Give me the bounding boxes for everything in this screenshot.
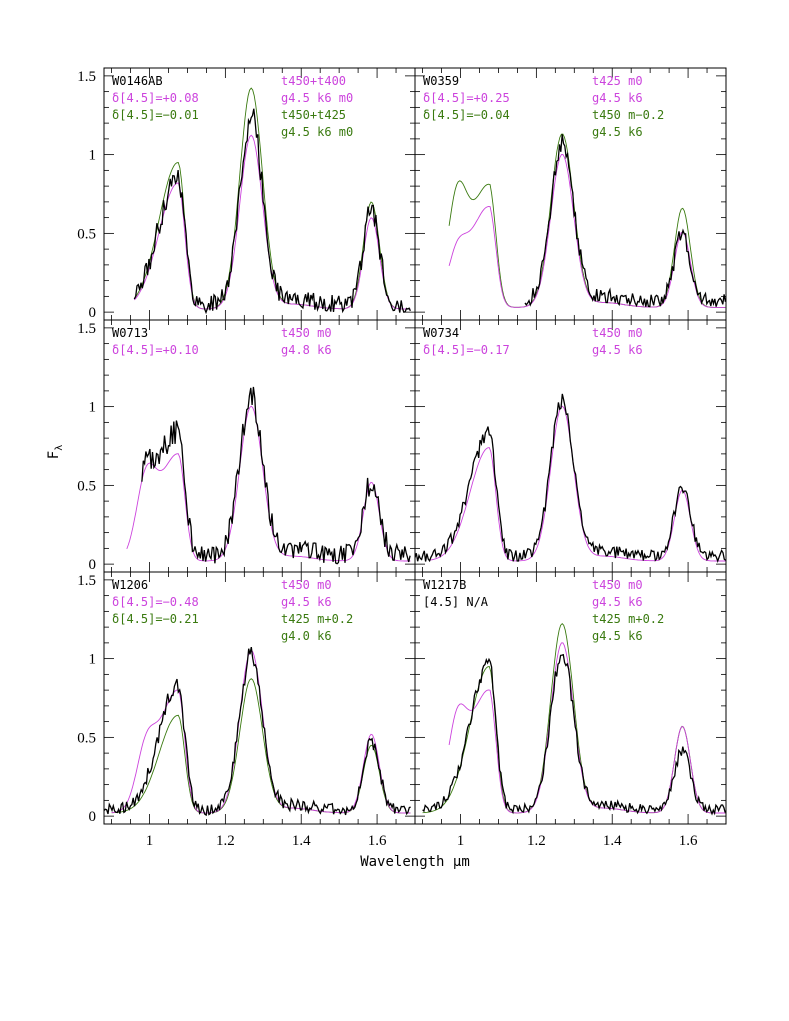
series-group xyxy=(448,133,726,308)
y-tick-label: 0.5 xyxy=(77,478,96,494)
y-tick-label: 1.5 xyxy=(77,69,96,85)
panel-label-left: δ[4.5]=+0.25 xyxy=(423,91,510,105)
x-tick-label: 1.6 xyxy=(368,833,387,849)
panel-label-right: g4.5 k6 m0 xyxy=(281,125,353,139)
panel-label-left: δ[4.5]=+0.08 xyxy=(112,91,199,105)
y-tick-label: 0.5 xyxy=(77,730,96,746)
panel-label-right: g4.5 k6 xyxy=(592,343,643,357)
panel-frame xyxy=(414,67,727,321)
panel-label-left: W0146AB xyxy=(112,74,163,88)
x-tick-label: 1.2 xyxy=(527,833,546,849)
x-tick-label: 1.4 xyxy=(603,833,622,849)
y-axis-title-sub: λ xyxy=(54,445,65,451)
panel-label-right: t425 m0 xyxy=(592,74,643,88)
series-group xyxy=(422,622,726,816)
series-line-observed xyxy=(104,646,411,817)
panel-label-left: δ[4.5]=−0.01 xyxy=(112,108,199,122)
panel-w0713: 0 0.5 1 1.5 W0713 δ[4.5]=+0.10 t450 m0 g4.8 k6 xyxy=(77,319,416,573)
x-tick-label: 1.2 xyxy=(216,833,235,849)
y-tick-label: 1.5 xyxy=(77,321,96,337)
panel-label-right: t425 m+0.2 xyxy=(592,612,664,626)
x-tick-label: 1.6 xyxy=(679,833,698,849)
panel-label-right: t450 m0 xyxy=(592,326,643,340)
panel-label-left: δ[4.5]=−0.04 xyxy=(423,108,510,122)
panel-w0359: W0359 δ[4.5]=+0.25 δ[4.5]=−0.04 t425 m0 g4.5… xyxy=(414,67,727,321)
panel-label-right: g4.5 k6 xyxy=(592,629,643,643)
y-axis-title: Fλ xyxy=(46,445,65,459)
y-tick-label: 0 xyxy=(89,809,97,825)
panel-grid: 0 0.5 1 1.5 W0146AB δ[4.5]=+0.08 δ[4.5]=−0.01 t… xyxy=(77,67,727,849)
y-tick-label: 1 xyxy=(89,148,97,164)
panel-label-right: g4.5 k6 m0 xyxy=(281,91,353,105)
series-line-observed xyxy=(133,108,411,315)
series-group xyxy=(126,386,411,565)
panel-label-left: δ[4.5]=−0.17 xyxy=(423,343,510,357)
panel-frame xyxy=(103,67,416,321)
panel-label-left: W1206 xyxy=(112,578,148,592)
series-group xyxy=(104,646,411,817)
panel-label-right: g4.0 k6 xyxy=(281,629,332,643)
panel-label-right: t450+t400 xyxy=(281,74,346,88)
panel-label-left: δ[4.5]=+0.10 xyxy=(112,343,199,357)
y-tick-label: 0.5 xyxy=(77,226,96,242)
panel-w0734: W0734 δ[4.5]=−0.17 t450 m0 g4.5 k6 xyxy=(414,319,727,573)
panel-w0146ab: 0 0.5 1 1.5 W0146AB δ[4.5]=+0.08 δ[4.5]=−0.01 t… xyxy=(77,67,416,321)
panel-label-right: g4.5 k6 xyxy=(592,595,643,609)
x-tick-label: 1 xyxy=(146,833,154,849)
panel-label-right: g4.5 k6 xyxy=(281,595,332,609)
y-tick-label: 1 xyxy=(89,400,97,416)
panel-w1206: 0 0.5 1 1.5 1 1.2 1.4 1.6 W1206 δ[4.5]=−0.48 δ[4.5… xyxy=(77,571,416,849)
x-tick-label: 1.4 xyxy=(292,833,311,849)
y-axis-title-main: F xyxy=(46,451,62,459)
series-line-model1 xyxy=(430,405,726,562)
panel-label-right: t450 m0 xyxy=(281,326,332,340)
series-line-observed xyxy=(415,393,726,563)
panel-label-right: t450 m0 xyxy=(281,578,332,592)
panel-label-right: t450+t425 xyxy=(281,108,346,122)
panel-label-right: g4.5 k6 xyxy=(592,91,643,105)
y-tick-label: 0 xyxy=(89,305,97,321)
x-tick-label: 1 xyxy=(457,833,465,849)
series-line-model1 xyxy=(448,642,726,814)
series-line-model1 xyxy=(111,649,411,814)
panel-w1217b: 1 1.2 1.4 1.6 W1217B [4.5] N/A t450 m0 g4.5 k6 t… xyxy=(414,571,727,849)
x-axis-title: Wavelength μm xyxy=(360,854,470,870)
panel-label-left: [4.5] N/A xyxy=(423,595,489,609)
series-line-model1 xyxy=(448,154,726,308)
panel-label-right: g4.8 k6 xyxy=(281,343,332,357)
panel-label-right: t450 m−0.2 xyxy=(592,108,664,122)
panel-label-right: t450 m0 xyxy=(592,578,643,592)
panel-label-left: δ[4.5]=−0.48 xyxy=(112,595,199,609)
panel-label-left: W0359 xyxy=(423,74,459,88)
panel-frame xyxy=(414,571,727,825)
series-group xyxy=(415,393,726,563)
panel-label-left: δ[4.5]=−0.21 xyxy=(112,612,199,626)
panel-frame xyxy=(103,319,416,573)
y-tick-label: 1.5 xyxy=(77,573,96,589)
series-line-model2 xyxy=(448,133,726,308)
panel-label-right: g4.5 k6 xyxy=(592,125,643,139)
y-tick-label: 1 xyxy=(89,652,97,668)
y-tick-label: 0 xyxy=(89,557,97,573)
series-line-observed xyxy=(141,386,411,565)
panel-label-left: W0713 xyxy=(112,326,148,340)
series-group xyxy=(133,87,411,315)
series-line-observed xyxy=(524,134,726,308)
panel-label-left: W1217B xyxy=(423,578,466,592)
panel-label-right: t425 m+0.2 xyxy=(281,612,353,626)
series-line-observed xyxy=(422,653,726,816)
panel-label-left: W0734 xyxy=(423,326,459,340)
series-line-model1 xyxy=(133,134,411,310)
